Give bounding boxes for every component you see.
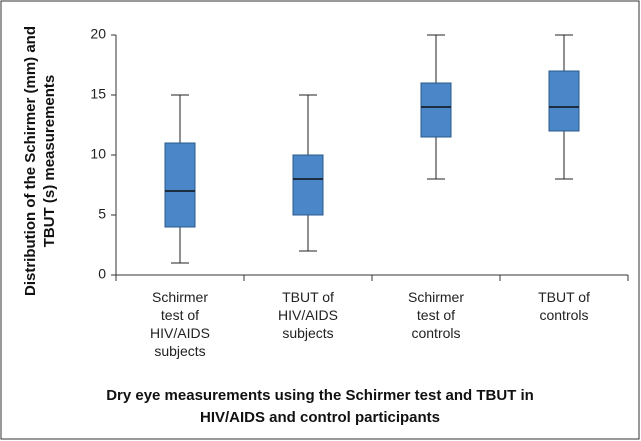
box (548, 70, 580, 132)
y-tick-label: 5 (98, 206, 106, 222)
x-tick-label: Schirmer test of HIV/AIDS subjects (150, 289, 210, 359)
box (292, 154, 324, 216)
y-tick-label: 10 (90, 146, 106, 162)
x-tick-label: TBUT of controls (538, 289, 590, 323)
y-tick-label: 15 (90, 86, 106, 102)
y-tick-label: 20 (90, 26, 106, 42)
box (164, 142, 196, 228)
y-tick-label: 0 (98, 266, 106, 282)
y-axis-label: Distribution of the Schirmer (mm) and TB… (22, 26, 58, 297)
x-tick-label: TBUT of HIV/AIDS subjects (278, 289, 338, 341)
chart-title: Dry eye measurements using the Schirmer … (106, 387, 534, 426)
x-tick-label: Schirmer test of controls (407, 289, 464, 341)
box (420, 82, 452, 138)
